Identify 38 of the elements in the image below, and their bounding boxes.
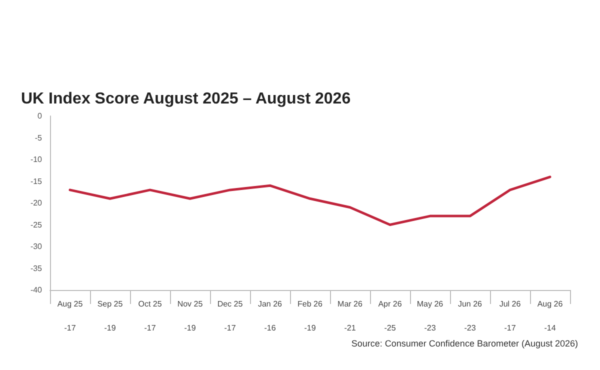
data-label: -19: [104, 324, 116, 332]
data-label: -23: [464, 324, 476, 332]
y-tick-label: -5: [34, 133, 43, 142]
x-tick-label: Mar 26: [338, 300, 363, 308]
data-label: -17: [504, 324, 516, 332]
x-tick-label: May 26: [416, 300, 444, 308]
y-tick-label: -40: [30, 286, 43, 294]
x-tick-label: Sep 25: [97, 300, 124, 308]
x-tick-label: Oct 25: [138, 300, 162, 308]
x-tick-label: Feb 26: [298, 300, 324, 308]
data-label: -21: [344, 324, 356, 332]
data-label: -23: [424, 324, 436, 332]
y-tick-label: -10: [30, 155, 43, 164]
x-tick-label: Apr 26: [378, 300, 402, 308]
x-tick-label: Nov 25: [177, 300, 204, 308]
y-tick-label: 0: [38, 112, 43, 120]
data-label: -19: [184, 324, 196, 332]
x-tick-label: Aug 26: [537, 300, 564, 308]
x-tick-label: Jun 26: [458, 300, 483, 308]
data-label: -17: [224, 324, 236, 332]
y-tick-label: -15: [30, 176, 43, 186]
x-tick-label: Aug 25: [57, 300, 84, 308]
data-label: -16: [264, 324, 276, 332]
y-tick-label: -35: [30, 264, 43, 273]
data-label: -14: [544, 324, 556, 332]
chart-title: UK Index Score August 2025 – August 2026: [21, 90, 351, 108]
y-tick-label: -20: [30, 198, 43, 208]
line-series: [68, 176, 552, 226]
data-label: -19: [304, 324, 316, 332]
source-note: Source: Consumer Confidence Barometer (August 2026): [351, 338, 578, 348]
y-tick-label: -30: [30, 242, 43, 251]
x-tick-label: Dec 25: [217, 300, 244, 308]
x-tick-label: Jul 26: [499, 300, 522, 308]
data-label: -25: [384, 324, 396, 332]
x-tick-label: Jan 26: [258, 300, 283, 308]
data-label: -17: [144, 324, 156, 332]
y-tick-label: -25: [30, 220, 43, 230]
data-label: -17: [64, 324, 76, 332]
